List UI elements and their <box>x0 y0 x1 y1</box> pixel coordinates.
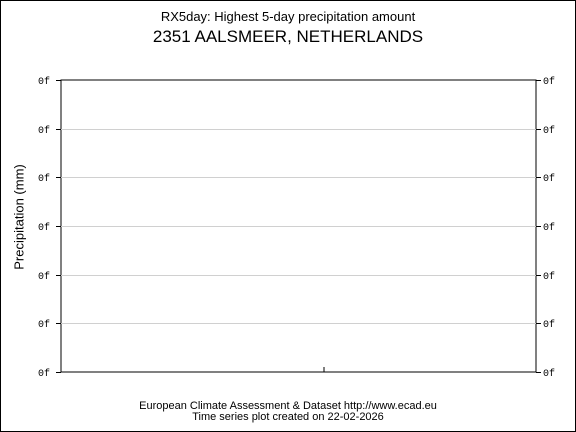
chart-subtitle: 2351 AALSMEER, NETHERLANDS <box>152 27 424 46</box>
y-tick-label-right: 0f <box>543 368 555 380</box>
axis-ticks <box>56 80 541 373</box>
y-tick-labels-right: 0f 0f 0f 0f 0f 0f 0f <box>543 76 555 380</box>
y-tick-labels-left: 0f 0f 0f 0f 0f 0f 0f <box>38 76 50 380</box>
y-tick-label-right: 0f <box>543 173 555 185</box>
grid-lines <box>61 129 536 324</box>
y-tick-label-right: 0f <box>543 125 555 137</box>
y-tick-label-right: 0f <box>543 271 555 283</box>
y-tick-label-left: 0f <box>38 173 50 185</box>
y-tick-label-left: 0f <box>38 368 50 380</box>
y-tick-label-right: 0f <box>543 319 555 331</box>
y-tick-label-right: 0f <box>543 222 555 234</box>
y-tick-label-left: 0f <box>38 125 50 137</box>
y-tick-label-left: 0f <box>38 76 50 88</box>
footer-source: European Climate Assessment & Dataset ht… <box>139 400 437 412</box>
y-tick-label-left: 0f <box>38 319 50 331</box>
y-tick-label-right: 0f <box>543 76 555 88</box>
y-tick-label-left: 0f <box>38 271 50 283</box>
y-tick-label-left: 0f <box>38 222 50 234</box>
chart-title: RX5day: Highest 5-day precipitation amou… <box>160 9 416 24</box>
footer-created: Time series plot created on 22-02-2026 <box>192 411 384 423</box>
